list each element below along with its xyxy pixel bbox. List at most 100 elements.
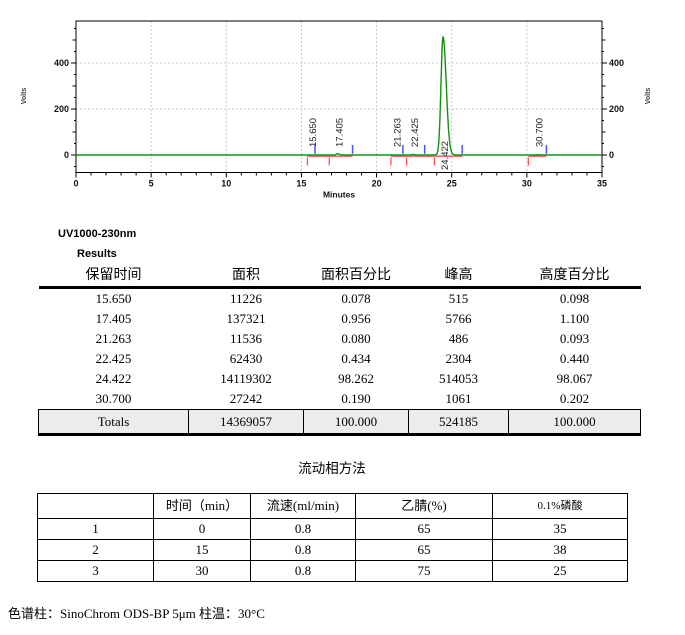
cell: 24.422 [95,371,132,386]
cell: 65 [355,539,493,561]
cell: 486 [448,331,469,346]
y-axis-title-right: Volts [645,88,652,105]
x-tick-label: 5 [149,179,154,189]
cell: 0.956 [341,311,371,326]
y-tick-label-right: 400 [609,58,624,68]
table-row: 17.405 137321 0.956 5766 1.100 [39,309,641,329]
totals-cell: Totals [38,409,189,436]
totals-cell: 100.000 [508,409,641,436]
header-cell: 峰高 [408,265,509,289]
cell: 0.8 [250,539,356,561]
results-table-body: 15.650 11226 0.078 515 0.098 17.405 137321 0.95… [39,288,641,410]
cell: 11536 [229,331,263,346]
x-tick-label: 0 [73,179,78,189]
header-cell: 0.1%磷酸 [492,493,628,519]
table-row: 3 30 0.8 75 25 [37,560,628,582]
x-tick-label: 30 [522,179,532,189]
cell: 0.078 [341,291,371,306]
totals-row: Totals 14369057 100.000 524185 100.000 [38,409,641,436]
table-row: 22.425 62430 0.434 2304 0.440 [39,349,641,369]
table-row: 21.263 11536 0.080 486 0.093 [39,329,641,349]
cell: 15.650 [95,291,132,306]
results-table: 保留时间 面积 面积百分比 峰高 高度百分比 15.650 11226 0.078 5… [38,265,641,436]
cell: 0.434 [341,351,371,366]
cell: 0.8 [250,560,356,582]
cell: 25 [492,560,628,582]
cell: 515 [448,291,469,306]
chromatogram-section: 0 5 10 15 20 25 30 35 0 0 200 200 400 400 15.650 17.405… [0,0,685,220]
peak-retention-label: 30.700 [534,118,545,147]
header-row: 时间（min） 流速(ml/min) 乙腈(%) 0.1%磷酸 [37,493,628,519]
cell: 514053 [439,371,478,386]
header-cell: 面积 [188,265,304,289]
cell: 1061 [445,391,472,406]
cell: 35 [492,518,628,540]
chromatogram-chart: 0 5 10 15 20 25 30 35 0 0 200 200 400 400 15.650 17.405… [21,20,652,200]
cell: 0.8 [250,518,356,540]
totals-cell: 524185 [408,409,509,436]
y-tick-label-left: 0 [64,150,69,160]
cell: 1.100 [559,311,590,326]
cell: 5766 [445,311,472,326]
y-tick-label-right: 200 [609,104,624,114]
x-axis-title: Minutes [323,190,355,200]
cell: 0.190 [341,391,371,406]
method-table-header: 时间（min） 流速(ml/min) 乙腈(%) 0.1%磷酸 [37,493,628,519]
x-tick-label: 25 [447,179,457,189]
plot-frame [75,20,603,173]
y-axis-title-left: Volts [21,88,28,105]
method-table-body: 1 0 0.8 65 35 2 15 0.8 65 38 3 30 0.8 75 25 [37,518,628,582]
table-row: 1 0 0.8 65 35 [37,518,628,540]
cell: 65 [355,518,493,540]
header-cell: 面积百分比 [303,265,409,289]
header-cell: 保留时间 [38,265,189,289]
table-row: 30.700 27242 0.190 1061 0.202 [39,389,641,410]
header-row: 保留时间 面积 面积百分比 峰高 高度百分比 [38,265,641,289]
y-tick-label-right: 0 [609,150,614,160]
table-row: 24.422 14119302 98.262 514053 98.067 [39,369,641,389]
y-tick-label-left: 400 [54,58,69,68]
x-tick-label: 10 [221,179,231,189]
cell: 98.067 [556,371,593,386]
peak-retention-label: 24.422 [440,141,451,170]
cell: 22.425 [95,351,132,366]
cell: 0.202 [559,391,590,406]
cell: 1 [37,518,154,540]
x-tick-label: 20 [372,179,382,189]
totals-cell: 14369057 [188,409,304,436]
cell: 27242 [229,391,263,406]
peak-retention-label: 21.263 [393,118,404,147]
cell: 30.700 [95,391,132,406]
cell: 21.263 [95,331,132,346]
cell: 0.080 [341,331,371,346]
cell: 11226 [229,291,263,306]
column-info-note: 色谱柱：SinoChrom ODS-BP 5μm 柱温：30°C [8,606,265,621]
totals-cell: 100.000 [303,409,409,436]
results-label: Results [77,248,117,260]
y-tick-label-left: 200 [54,104,69,114]
method-table: 时间（min） 流速(ml/min) 乙腈(%) 0.1%磷酸 1 0 0.8 65 3… [37,493,628,582]
table-row: 15.650 11226 0.078 515 0.098 [39,288,641,310]
header-cell: 高度百分比 [508,265,641,289]
cell: 3 [37,560,154,582]
peak-retention-label: 15.650 [308,118,319,147]
header-cell: 乙腈(%) [355,493,493,519]
cell: 62430 [229,351,263,366]
signal-trace [75,36,603,156]
x-tick-label: 15 [296,179,306,189]
cell: 17.405 [95,311,132,326]
cell: 0.440 [559,351,590,366]
cell: 0.093 [559,331,590,346]
cell: 2 [37,539,154,561]
x-tick-label: 35 [597,179,607,189]
cell: 98.262 [338,371,374,386]
table-row: 2 15 0.8 65 38 [37,539,628,561]
header-cell: 流速(ml/min) [250,493,356,519]
cell: 75 [355,560,493,582]
results-table-totals: Totals 14369057 100.000 524185 100.000 [38,409,641,436]
cell: 14119302 [220,371,272,386]
cell: 38 [492,539,628,561]
cell: 137321 [226,311,266,326]
detector-label: UV1000-230nm [58,228,137,240]
